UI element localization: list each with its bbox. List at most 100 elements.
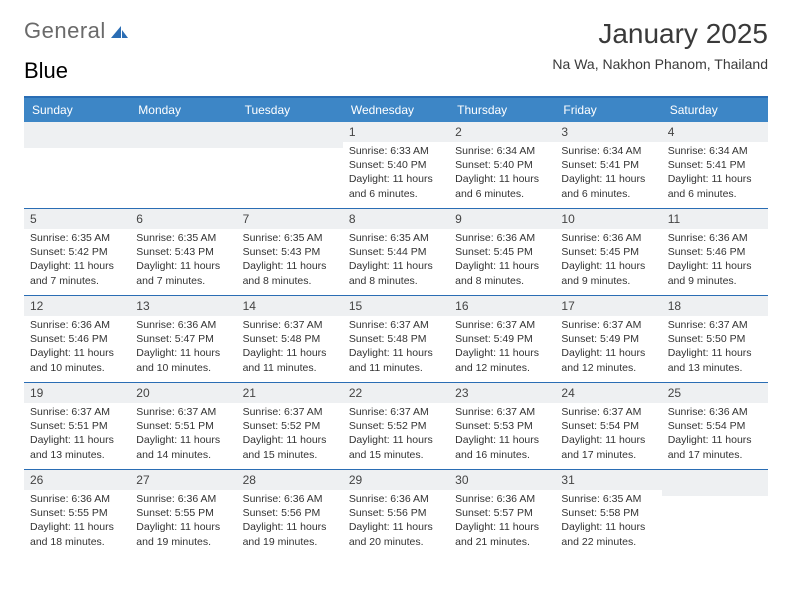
daylight-line: Daylight: 11 hours and 6 minutes. [349,172,443,200]
daylight-line: Daylight: 11 hours and 10 minutes. [136,346,230,374]
day-details: Sunrise: 6:37 AMSunset: 5:51 PMDaylight:… [130,403,236,468]
day-cell: 17Sunrise: 6:37 AMSunset: 5:49 PMDayligh… [555,296,661,382]
day-cell: 29Sunrise: 6:36 AMSunset: 5:56 PMDayligh… [343,470,449,556]
daylight-line: Daylight: 11 hours and 19 minutes. [136,520,230,548]
calendar: SundayMondayTuesdayWednesdayThursdayFrid… [24,96,768,556]
sunset-line: Sunset: 5:51 PM [136,419,230,433]
sunrise-line: Sunrise: 6:37 AM [349,405,443,419]
daylight-line: Daylight: 11 hours and 21 minutes. [455,520,549,548]
day-number: 11 [662,209,768,229]
weekday-header: Monday [130,98,236,122]
sunset-line: Sunset: 5:58 PM [561,506,655,520]
sunrise-line: Sunrise: 6:35 AM [30,231,124,245]
daylight-line: Daylight: 11 hours and 9 minutes. [668,259,762,287]
weekday-header: Wednesday [343,98,449,122]
daylight-line: Daylight: 11 hours and 12 minutes. [561,346,655,374]
sunset-line: Sunset: 5:56 PM [243,506,337,520]
day-cell: 7Sunrise: 6:35 AMSunset: 5:43 PMDaylight… [237,209,343,295]
daylight-line: Daylight: 11 hours and 10 minutes. [30,346,124,374]
sunrise-line: Sunrise: 6:37 AM [668,318,762,332]
week-row: 1Sunrise: 6:33 AMSunset: 5:40 PMDaylight… [24,122,768,208]
sunset-line: Sunset: 5:50 PM [668,332,762,346]
sunrise-line: Sunrise: 6:35 AM [243,231,337,245]
day-details: Sunrise: 6:37 AMSunset: 5:49 PMDaylight:… [555,316,661,381]
sunrise-line: Sunrise: 6:36 AM [243,492,337,506]
daylight-line: Daylight: 11 hours and 12 minutes. [455,346,549,374]
week-row: 12Sunrise: 6:36 AMSunset: 5:46 PMDayligh… [24,295,768,382]
day-details: Sunrise: 6:37 AMSunset: 5:53 PMDaylight:… [449,403,555,468]
sunset-line: Sunset: 5:44 PM [349,245,443,259]
sunset-line: Sunset: 5:49 PM [561,332,655,346]
day-number: 2 [449,122,555,142]
day-number: 7 [237,209,343,229]
day-cell: 20Sunrise: 6:37 AMSunset: 5:51 PMDayligh… [130,383,236,469]
sunset-line: Sunset: 5:55 PM [30,506,124,520]
logo: General [24,18,129,44]
daylight-line: Daylight: 11 hours and 16 minutes. [455,433,549,461]
daylight-line: Daylight: 11 hours and 9 minutes. [561,259,655,287]
day-number: 3 [555,122,661,142]
sunrise-line: Sunrise: 6:36 AM [349,492,443,506]
day-details: Sunrise: 6:36 AMSunset: 5:47 PMDaylight:… [130,316,236,381]
day-details: Sunrise: 6:34 AMSunset: 5:41 PMDaylight:… [662,142,768,207]
day-details: Sunrise: 6:36 AMSunset: 5:45 PMDaylight:… [555,229,661,294]
sunset-line: Sunset: 5:49 PM [455,332,549,346]
sunrise-line: Sunrise: 6:37 AM [243,318,337,332]
sunset-line: Sunset: 5:41 PM [561,158,655,172]
day-number: 27 [130,470,236,490]
weekday-header: Saturday [662,98,768,122]
daylight-line: Daylight: 11 hours and 17 minutes. [561,433,655,461]
sunset-line: Sunset: 5:42 PM [30,245,124,259]
day-cell: 24Sunrise: 6:37 AMSunset: 5:54 PMDayligh… [555,383,661,469]
sunrise-line: Sunrise: 6:37 AM [455,318,549,332]
daylight-line: Daylight: 11 hours and 6 minutes. [561,172,655,200]
week-row: 19Sunrise: 6:37 AMSunset: 5:51 PMDayligh… [24,382,768,469]
sunset-line: Sunset: 5:43 PM [136,245,230,259]
sunset-line: Sunset: 5:46 PM [30,332,124,346]
day-number: 4 [662,122,768,142]
daylight-line: Daylight: 11 hours and 6 minutes. [455,172,549,200]
page: General January 2025 Na Wa, Nakhon Phano… [0,0,792,612]
day-cell: 19Sunrise: 6:37 AMSunset: 5:51 PMDayligh… [24,383,130,469]
sunrise-line: Sunrise: 6:37 AM [243,405,337,419]
day-cell: 22Sunrise: 6:37 AMSunset: 5:52 PMDayligh… [343,383,449,469]
sunrise-line: Sunrise: 6:34 AM [561,144,655,158]
day-cell: 18Sunrise: 6:37 AMSunset: 5:50 PMDayligh… [662,296,768,382]
sunrise-line: Sunrise: 6:36 AM [30,318,124,332]
day-details: Sunrise: 6:35 AMSunset: 5:43 PMDaylight:… [237,229,343,294]
sunset-line: Sunset: 5:51 PM [30,419,124,433]
day-details: Sunrise: 6:37 AMSunset: 5:54 PMDaylight:… [555,403,661,468]
day-number: 10 [555,209,661,229]
weekday-header: Thursday [449,98,555,122]
sunrise-line: Sunrise: 6:34 AM [455,144,549,158]
day-cell: 3Sunrise: 6:34 AMSunset: 5:41 PMDaylight… [555,122,661,208]
day-number: 29 [343,470,449,490]
sunrise-line: Sunrise: 6:37 AM [561,318,655,332]
day-cell: 23Sunrise: 6:37 AMSunset: 5:53 PMDayligh… [449,383,555,469]
sunset-line: Sunset: 5:40 PM [349,158,443,172]
day-details: Sunrise: 6:34 AMSunset: 5:41 PMDaylight:… [555,142,661,207]
day-cell: 11Sunrise: 6:36 AMSunset: 5:46 PMDayligh… [662,209,768,295]
daylight-line: Daylight: 11 hours and 7 minutes. [136,259,230,287]
day-details: Sunrise: 6:37 AMSunset: 5:52 PMDaylight:… [237,403,343,468]
day-details: Sunrise: 6:33 AMSunset: 5:40 PMDaylight:… [343,142,449,207]
daylight-line: Daylight: 11 hours and 14 minutes. [136,433,230,461]
day-number: 31 [555,470,661,490]
sunrise-line: Sunrise: 6:36 AM [561,231,655,245]
sunrise-line: Sunrise: 6:36 AM [455,492,549,506]
daylight-line: Daylight: 11 hours and 13 minutes. [30,433,124,461]
logo-text-2: Blue [24,58,68,83]
weekday-header: Tuesday [237,98,343,122]
day-cell: 21Sunrise: 6:37 AMSunset: 5:52 PMDayligh… [237,383,343,469]
day-cell: 28Sunrise: 6:36 AMSunset: 5:56 PMDayligh… [237,470,343,556]
weeks-grid: 1Sunrise: 6:33 AMSunset: 5:40 PMDaylight… [24,122,768,556]
weekday-header: Sunday [24,98,130,122]
day-number: 17 [555,296,661,316]
day-details: Sunrise: 6:36 AMSunset: 5:55 PMDaylight:… [24,490,130,555]
week-row: 5Sunrise: 6:35 AMSunset: 5:42 PMDaylight… [24,208,768,295]
day-details: Sunrise: 6:37 AMSunset: 5:48 PMDaylight:… [237,316,343,381]
location-subtitle: Na Wa, Nakhon Phanom, Thailand [552,56,768,72]
day-details: Sunrise: 6:37 AMSunset: 5:49 PMDaylight:… [449,316,555,381]
daylight-line: Daylight: 11 hours and 11 minutes. [243,346,337,374]
sunset-line: Sunset: 5:54 PM [561,419,655,433]
